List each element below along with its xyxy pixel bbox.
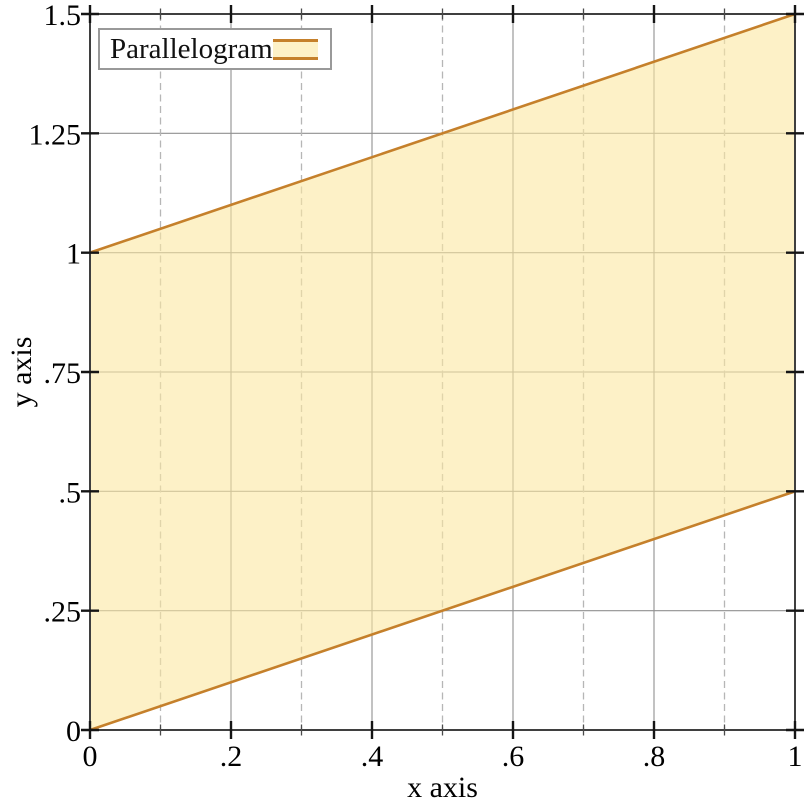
legend: Parallelogram [98,28,332,70]
y-tick-label: .25 [44,596,82,629]
legend-label: Parallelogram [110,32,273,65]
legend-swatch-interval-icon [272,38,318,60]
parallelogram-bottom-edge [88,490,797,732]
y-tick-label: 1.5 [44,0,82,32]
y-tick-label: 1.25 [29,118,82,151]
y-axis-title: y axis [5,336,38,408]
y-tick-label: 1 [66,238,81,271]
y-tick-label: .5 [59,476,82,509]
x-tick-label: .2 [220,740,243,773]
x-tick-label: .8 [643,740,666,773]
x-axis-title: x axis [407,771,478,804]
x-tick-label: .6 [502,740,525,773]
x-tick-label: .4 [361,740,384,773]
x-tick-label: 1 [788,740,803,773]
parallelogram-top-edge [88,12,797,254]
y-tick-label: .75 [44,357,82,390]
y-tick-label: 0 [66,715,81,748]
x-tick-label: 0 [83,740,98,773]
